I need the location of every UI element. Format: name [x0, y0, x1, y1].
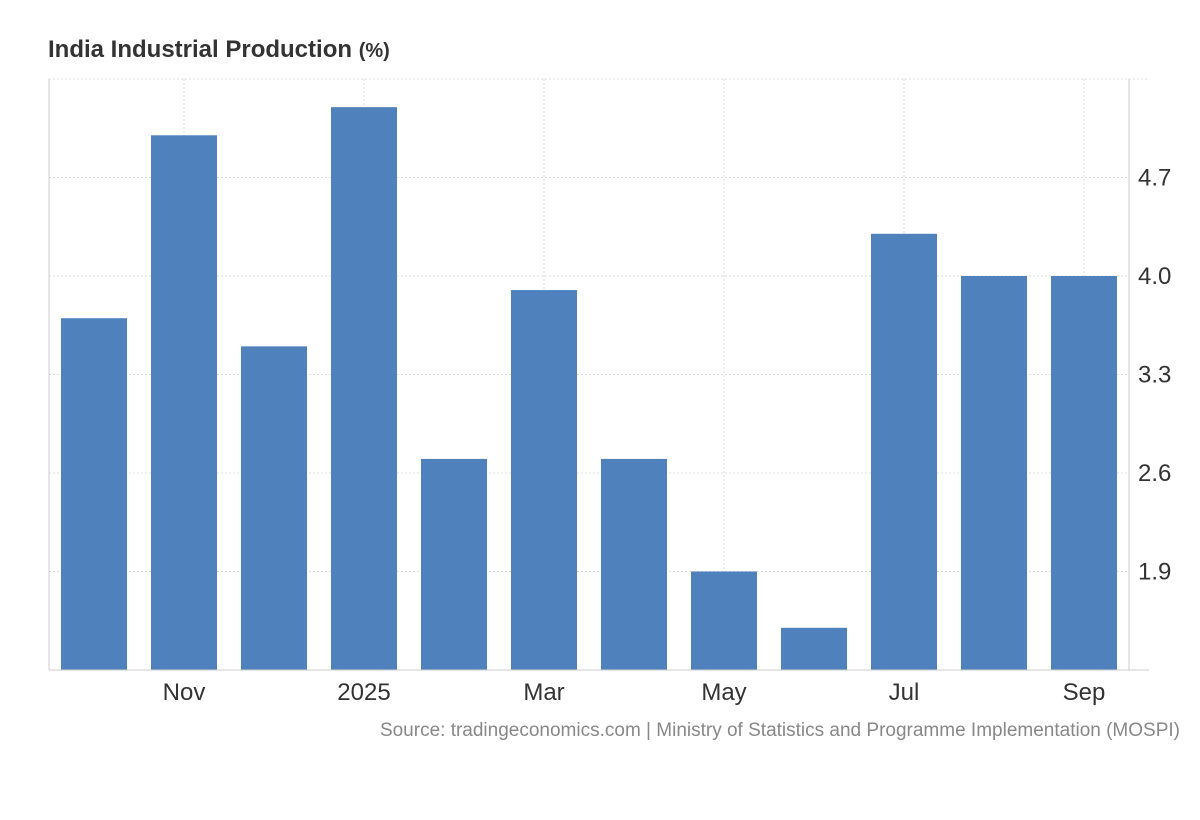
y-tick-label-3: 4.0: [1138, 263, 1171, 290]
bar-2: [241, 346, 307, 670]
y-tick-label-4: 4.7: [1138, 165, 1171, 192]
bar-9: [871, 233, 937, 671]
chart-title: India Industrial Production (%): [48, 36, 390, 64]
bar-8: [781, 627, 847, 670]
x-tick-label-2: Mar: [523, 679, 564, 706]
chart-unit: (%): [358, 40, 390, 62]
bar-7: [691, 571, 757, 670]
y-tick-label-2: 3.3: [1138, 362, 1171, 389]
axis-layer: [48, 79, 1149, 671]
y-tick-label-1: 2.6: [1138, 460, 1171, 487]
bar-1: [151, 135, 217, 671]
label-layer: 1.9 2.6 3.3 4.0 4.7 Nov 2025 Mar May Jul Sep: [163, 165, 1172, 707]
bar-layer: [61, 107, 1117, 671]
x-tick-label-1: 2025: [337, 679, 390, 706]
bar-4: [421, 458, 487, 670]
x-tick-label-3: May: [701, 679, 746, 706]
chart-title-text: India Industrial Production: [48, 36, 353, 63]
bar-0: [61, 318, 127, 670]
bar-5: [511, 290, 577, 670]
bar-10: [961, 276, 1027, 670]
x-tick-label-0: Nov: [163, 679, 206, 706]
bar-6: [601, 458, 667, 670]
bar-3: [331, 107, 397, 670]
y-tick-label-0: 1.9: [1138, 559, 1171, 586]
x-tick-label-4: Jul: [889, 679, 920, 706]
bar-11: [1051, 276, 1117, 670]
chart-source: Source: tradingeconomics.com | Ministry …: [379, 720, 1180, 741]
x-tick-label-5: Sep: [1063, 679, 1106, 706]
